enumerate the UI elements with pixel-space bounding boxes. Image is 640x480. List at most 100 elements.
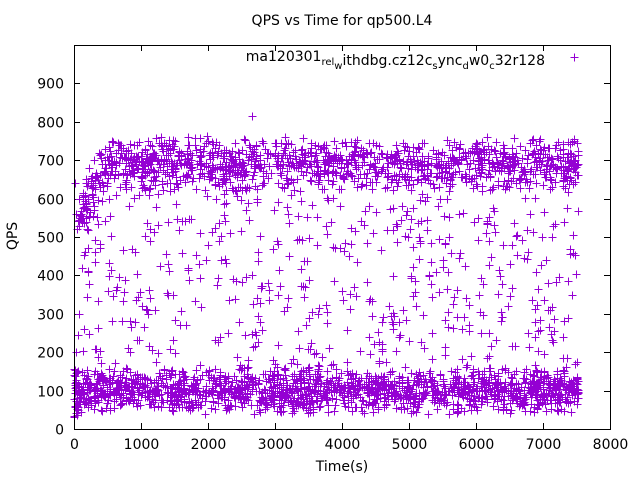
data-point (258, 137, 267, 146)
data-point (477, 329, 486, 338)
data-point (164, 218, 173, 227)
data-point (279, 401, 288, 410)
data-point (104, 287, 113, 296)
data-point (119, 170, 128, 179)
data-point (181, 178, 190, 187)
data-point (224, 329, 233, 338)
data-point (304, 364, 313, 373)
data-point (332, 144, 341, 153)
data-point (445, 213, 454, 222)
data-point (477, 274, 486, 283)
data-point (465, 327, 474, 336)
data-point (350, 283, 359, 292)
y-tick-label: 900 (37, 77, 64, 93)
data-point (249, 300, 258, 309)
data-point (241, 331, 250, 340)
data-point (445, 233, 454, 242)
data-point (506, 380, 515, 389)
data-point (571, 251, 580, 260)
data-point (161, 383, 170, 392)
data-point (225, 296, 234, 305)
data-point (504, 302, 513, 311)
data-point (296, 187, 305, 196)
data-point (302, 321, 311, 330)
data-point (521, 146, 530, 155)
data-point (308, 201, 317, 210)
x-tick-label: 8000 (593, 437, 629, 453)
x-tick-label: 2000 (191, 437, 227, 453)
data-point (508, 284, 517, 293)
data-point (141, 232, 150, 241)
y-tick-label: 800 (37, 116, 64, 132)
data-point (455, 210, 464, 219)
data-point (144, 310, 153, 319)
data-point (554, 154, 563, 163)
x-tick-label: 1000 (124, 437, 160, 453)
data-point (197, 303, 206, 312)
data-point (568, 291, 577, 300)
data-point (428, 355, 437, 364)
data-point (171, 316, 180, 325)
data-point (402, 316, 411, 325)
data-point (528, 296, 537, 305)
data-point (307, 177, 316, 186)
data-point (78, 264, 87, 273)
data-point (197, 152, 206, 161)
data-point (79, 347, 88, 356)
data-point (215, 237, 224, 246)
data-point (135, 191, 144, 200)
data-point (221, 255, 230, 264)
data-point (204, 241, 213, 250)
data-point (85, 164, 94, 173)
chart-title: QPS vs Time for qp500.L4 (252, 13, 433, 29)
data-point (244, 199, 253, 208)
data-point (443, 136, 452, 145)
data-point (403, 207, 412, 216)
data-point (75, 195, 84, 204)
data-point (407, 186, 416, 195)
x-tick-label: 6000 (459, 437, 495, 453)
y-tick-label: 300 (37, 308, 64, 324)
data-point (394, 178, 403, 187)
data-point (447, 367, 456, 376)
data-point (419, 311, 428, 320)
data-point (175, 226, 184, 235)
data-point (439, 256, 448, 265)
data-point (365, 202, 374, 211)
y-tick-label: 600 (37, 193, 64, 209)
data-point (235, 318, 244, 327)
y-tick-label: 400 (37, 269, 64, 285)
data-point (95, 149, 104, 158)
data-point (152, 134, 161, 143)
data-point (109, 292, 118, 301)
data-point (83, 225, 92, 234)
data-point (135, 336, 144, 345)
data-point (75, 310, 84, 319)
data-point (534, 327, 543, 336)
data-point (284, 210, 293, 219)
data-point (169, 407, 178, 416)
data-point (325, 344, 334, 353)
data-point (101, 145, 110, 154)
data-point (559, 333, 568, 342)
data-point (382, 358, 391, 367)
y-tick-label: 700 (37, 154, 64, 170)
data-point (330, 407, 339, 416)
data-point (204, 137, 213, 146)
data-point (111, 359, 120, 368)
data-point (144, 137, 153, 146)
data-point (356, 347, 365, 356)
x-tick-label: 5000 (392, 437, 428, 453)
data-point (281, 144, 290, 153)
data-point (555, 273, 564, 282)
data-point (362, 181, 371, 190)
data-point (512, 367, 521, 376)
data-point (455, 167, 464, 176)
data-point (345, 252, 354, 261)
data-point (131, 318, 140, 327)
data-point (407, 272, 416, 281)
data-point (343, 358, 352, 367)
data-point (459, 209, 468, 218)
data-point (166, 187, 175, 196)
